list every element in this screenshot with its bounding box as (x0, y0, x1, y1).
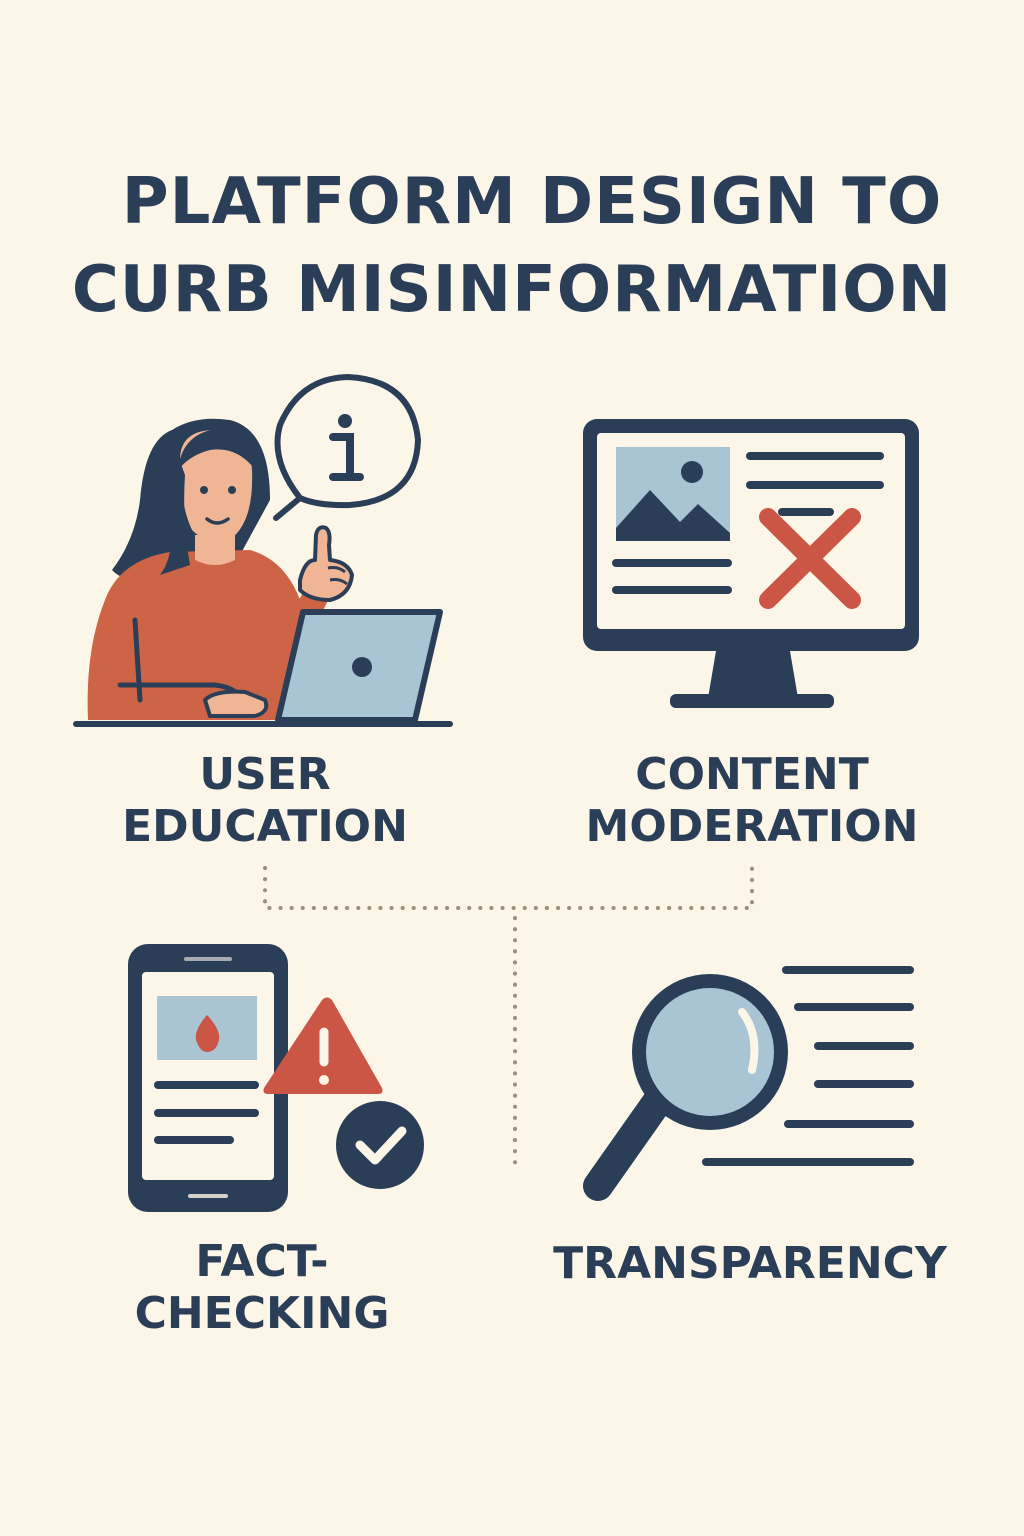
phone-warning-check-icon (128, 944, 430, 1212)
red-x-icon (759, 508, 861, 609)
title-line-1: PLATFORM DESIGN TO (121, 165, 943, 239)
label-content-moderation-line-1: CONTENT (635, 749, 869, 800)
label-user-education-line-1: USER (199, 749, 331, 800)
label-transparency-line-1: TRANSPARENCY (553, 1238, 947, 1289)
label-fact-checking: FACT- CHECKING (52, 1236, 472, 1340)
label-transparency: TRANSPARENCY (540, 1238, 960, 1290)
label-content-moderation: CONTENT MODERATION (542, 749, 962, 853)
checkmark-icon (330, 1095, 430, 1195)
label-fact-checking-line-2: CHECKING (134, 1288, 390, 1339)
dotted-connector (263, 866, 754, 1167)
monitor-removed-content-icon (583, 419, 919, 708)
magnifier-document-icon (583, 966, 914, 1201)
title-line-2: CURB MISINFORMATION (71, 253, 953, 327)
label-fact-checking-line-1: FACT- (195, 1236, 329, 1287)
person-laptop-info-icon (73, 374, 453, 727)
label-content-moderation-line-2: MODERATION (585, 801, 919, 852)
label-user-education-line-2: EDUCATION (122, 801, 408, 852)
warning-icon (263, 997, 383, 1094)
label-user-education: USER EDUCATION (55, 749, 475, 853)
info-speech-bubble-icon (273, 374, 421, 521)
